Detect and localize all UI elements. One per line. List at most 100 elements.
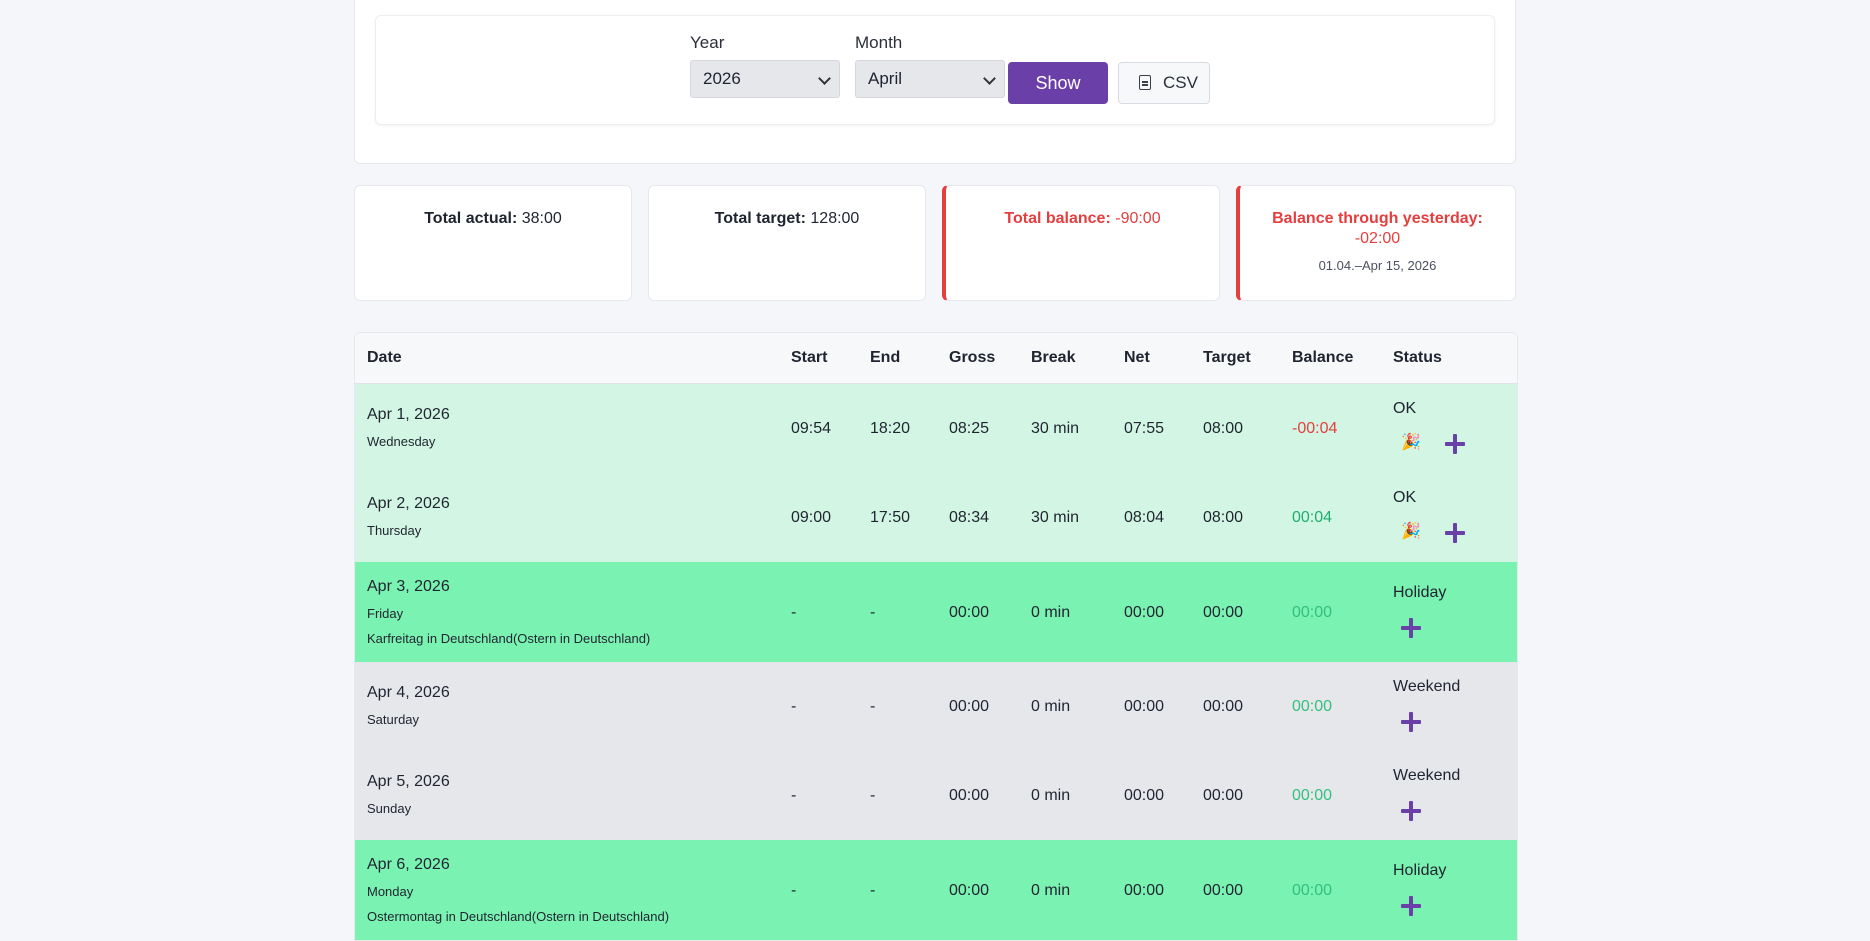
- balance-yesterday-label: Balance through yesterday:: [1272, 210, 1483, 227]
- year-select[interactable]: 2026: [690, 60, 840, 98]
- year-label: Year: [690, 33, 725, 52]
- row-target: 00:00: [1203, 698, 1244, 715]
- filter-form: Year 2026 Month April Show CSV: [375, 15, 1495, 125]
- row-break: 30 min: [1031, 509, 1080, 526]
- header-gross: Gross: [949, 349, 996, 366]
- row-break: 0 min: [1031, 882, 1071, 899]
- row-target: 00:00: [1203, 604, 1244, 621]
- csv-button-label: CSV: [1163, 73, 1198, 92]
- plus-icon[interactable]: [1401, 618, 1421, 638]
- header-target: Target: [1203, 349, 1251, 366]
- plus-icon[interactable]: [1401, 712, 1421, 732]
- row-status: OK: [1393, 489, 1417, 506]
- header-net: Net: [1124, 349, 1150, 366]
- row-start: -: [791, 698, 797, 715]
- total-balance-value: -90:00: [1115, 210, 1161, 227]
- row-net: 00:00: [1124, 604, 1165, 621]
- month-group: Month April: [855, 32, 1005, 98]
- total-target-card: Total target: 128:00: [648, 185, 926, 301]
- table-row: Apr 6, 2026 Monday Ostermontag in Deutsc…: [355, 840, 1517, 940]
- row-status: Holiday: [1393, 584, 1447, 601]
- show-button[interactable]: Show: [1008, 62, 1108, 104]
- row-break: 0 min: [1031, 698, 1071, 715]
- table-header: Date Start End Gross Break Net Target Ba…: [355, 333, 1517, 384]
- row-start: 09:00: [791, 509, 832, 526]
- month-label: Month: [855, 33, 903, 52]
- chevron-down-icon: [983, 72, 996, 85]
- row-weekday: Friday: [367, 606, 404, 621]
- row-date: Apr 2, 2026: [367, 495, 450, 512]
- month-select-value: April: [868, 69, 903, 88]
- balance-yesterday-value: -02:00: [1354, 230, 1401, 247]
- row-target: 00:00: [1203, 787, 1244, 804]
- row-balance: 00:00: [1292, 787, 1333, 804]
- row-target: 08:00: [1203, 420, 1244, 437]
- row-balance: 00:04: [1292, 509, 1333, 526]
- total-actual-card: Total actual: 38:00: [354, 185, 632, 301]
- row-date: Apr 1, 2026: [367, 406, 450, 423]
- plus-icon[interactable]: [1445, 523, 1465, 543]
- balance-yesterday-card: Balance through yesterday: -02:00 01.04.…: [1236, 185, 1516, 301]
- month-select[interactable]: April: [855, 60, 1005, 98]
- total-actual-label: Total actual:: [424, 210, 518, 227]
- row-date: Apr 3, 2026: [367, 578, 450, 595]
- year-select-value: 2026: [703, 69, 741, 88]
- row-start: -: [791, 604, 797, 621]
- row-weekday: Monday: [367, 884, 414, 899]
- table-row: Apr 4, 2026 Saturday - - 00:00 0 min 00:…: [355, 662, 1517, 751]
- year-group: Year 2026: [690, 32, 840, 98]
- chevron-down-icon: [818, 72, 831, 85]
- row-weekday: Saturday: [367, 712, 420, 727]
- row-net: 07:55: [1124, 420, 1165, 437]
- row-balance: 00:00: [1292, 882, 1333, 899]
- row-balance: -00:04: [1292, 420, 1338, 437]
- plus-icon[interactable]: [1445, 434, 1465, 454]
- row-gross: 00:00: [949, 882, 990, 899]
- header-end: End: [870, 349, 901, 366]
- row-gross: 08:34: [949, 509, 990, 526]
- row-target: 00:00: [1203, 882, 1244, 899]
- header-break: Break: [1031, 349, 1076, 366]
- header-balance: Balance: [1292, 349, 1354, 366]
- row-status: Weekend: [1393, 678, 1461, 695]
- total-balance-label: Total balance:: [1004, 210, 1111, 227]
- row-weekday: Sunday: [367, 801, 412, 816]
- row-target: 08:00: [1203, 509, 1244, 526]
- row-date: Apr 6, 2026: [367, 856, 450, 873]
- row-break: 30 min: [1031, 420, 1080, 437]
- plus-icon[interactable]: [1401, 801, 1421, 821]
- row-date: Apr 5, 2026: [367, 773, 450, 790]
- table-row: Apr 2, 2026 Thursday 09:00 17:50 08:34 3…: [355, 473, 1517, 562]
- row-weekday: Thursday: [367, 523, 422, 538]
- table-row: Apr 1, 2026 Wednesday 09:54 18:20 08:25 …: [355, 384, 1517, 473]
- party-popper-icon: 🎉: [1401, 434, 1421, 451]
- row-gross: 00:00: [949, 604, 990, 621]
- row-end: 17:50: [870, 509, 911, 526]
- balance-yesterday-range: 01.04.–Apr 15, 2026: [1318, 258, 1437, 273]
- row-gross: 00:00: [949, 698, 990, 715]
- party-popper-icon: 🎉: [1401, 523, 1421, 540]
- row-status: Holiday: [1393, 862, 1447, 879]
- table-row: Apr 5, 2026 Sunday - - 00:00 0 min 00:00…: [355, 751, 1517, 840]
- row-start: 09:54: [791, 420, 832, 437]
- row-date: Apr 4, 2026: [367, 684, 450, 701]
- row-status: OK: [1393, 400, 1417, 417]
- header-date: Date: [367, 349, 402, 366]
- row-end: 18:20: [870, 420, 911, 437]
- row-holiday-note: Karfreitag in Deutschland(Ostern in Deut…: [367, 631, 651, 646]
- document-icon: [1139, 75, 1151, 90]
- csv-button[interactable]: CSV: [1118, 62, 1210, 104]
- header-status: Status: [1393, 349, 1442, 366]
- row-end: -: [870, 882, 876, 899]
- total-actual-value: 38:00: [521, 210, 562, 227]
- row-gross: 08:25: [949, 420, 990, 437]
- row-break: 0 min: [1031, 604, 1071, 621]
- row-net: 00:00: [1124, 787, 1165, 804]
- row-end: -: [870, 604, 876, 621]
- row-start: -: [791, 882, 797, 899]
- row-net: 00:00: [1124, 698, 1165, 715]
- row-gross: 00:00: [949, 787, 990, 804]
- filter-panel: Year 2026 Month April Show CSV: [354, 0, 1516, 164]
- plus-icon[interactable]: [1401, 896, 1421, 916]
- row-balance: 00:00: [1292, 604, 1333, 621]
